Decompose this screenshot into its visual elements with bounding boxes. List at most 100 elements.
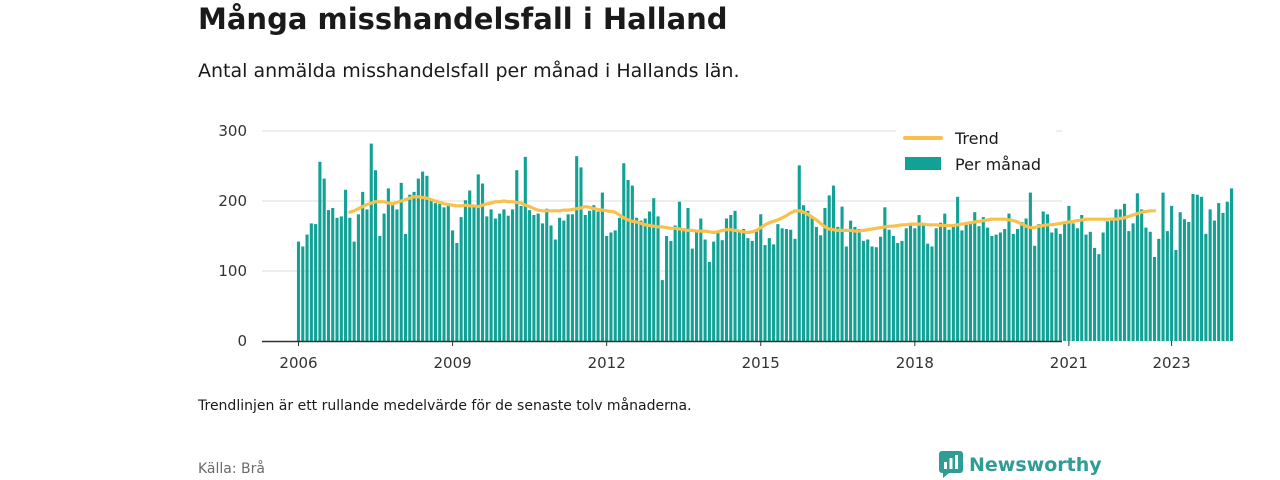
bar	[592, 205, 596, 341]
legend-bars-label: Per månad	[955, 155, 1041, 174]
bar	[742, 229, 746, 341]
bar	[446, 205, 450, 341]
bar	[844, 246, 848, 341]
bar	[442, 207, 446, 341]
bar	[1003, 229, 1007, 341]
bar	[493, 218, 497, 341]
bar	[408, 194, 412, 341]
bar	[1105, 221, 1109, 341]
bar	[519, 205, 523, 341]
bar	[1157, 238, 1161, 341]
x-tick-label: 2021	[1050, 354, 1088, 372]
bar	[1080, 215, 1084, 341]
bar	[707, 261, 711, 341]
bar	[827, 195, 831, 341]
bar	[566, 214, 570, 341]
bar	[665, 236, 669, 341]
bar	[1229, 188, 1234, 341]
bar	[558, 217, 562, 341]
bar	[1174, 250, 1178, 341]
brand-logo[interactable]: Newsworthy	[939, 451, 1102, 478]
bar	[964, 222, 968, 341]
bar	[339, 216, 343, 341]
bar	[498, 213, 502, 341]
brand-name: Newsworthy	[969, 453, 1102, 476]
x-tick-label: 2006	[279, 354, 317, 372]
bar	[622, 163, 626, 341]
bar	[532, 215, 536, 341]
bar	[502, 209, 506, 341]
bar	[831, 185, 836, 341]
bar	[1050, 232, 1054, 341]
bar	[1217, 203, 1221, 341]
bar	[451, 230, 455, 341]
bar	[1152, 257, 1157, 341]
bar	[763, 245, 767, 341]
bar	[583, 215, 587, 341]
bar	[1140, 209, 1144, 341]
bar	[913, 228, 917, 341]
bar	[767, 238, 771, 341]
bar	[515, 170, 519, 341]
bar	[904, 228, 908, 341]
bar	[968, 224, 973, 341]
bar	[639, 220, 643, 341]
newsworthy-logo-icon	[939, 451, 963, 478]
bar	[951, 226, 955, 341]
x-tick-label: 2009	[433, 354, 471, 372]
bar	[361, 191, 365, 341]
bar	[934, 228, 938, 341]
bar	[438, 203, 442, 341]
bar	[956, 196, 960, 341]
bar	[528, 210, 532, 341]
bar	[677, 201, 681, 341]
bar	[356, 214, 360, 341]
bar	[1067, 205, 1071, 341]
bar	[1114, 209, 1118, 341]
bar	[305, 234, 309, 341]
bar	[395, 209, 399, 341]
bar	[369, 143, 373, 341]
bar	[1122, 203, 1127, 341]
bar	[960, 230, 964, 341]
bar	[733, 210, 737, 341]
bar	[836, 226, 840, 341]
bar	[1058, 233, 1062, 341]
legend-bars-swatch	[905, 157, 941, 170]
bar	[891, 236, 895, 341]
bar	[947, 229, 951, 341]
y-tick-label: 300	[218, 122, 247, 140]
bar	[536, 213, 540, 341]
bar	[887, 229, 891, 341]
bar	[348, 217, 352, 341]
bar	[1170, 205, 1174, 341]
bar	[613, 230, 617, 341]
bar	[1075, 228, 1080, 341]
bar	[703, 239, 707, 341]
bar	[716, 230, 720, 341]
bar	[682, 228, 686, 341]
bar	[579, 167, 583, 341]
bar	[1063, 221, 1067, 341]
bar	[485, 216, 489, 341]
bar	[1088, 231, 1092, 341]
bar	[523, 156, 527, 341]
bar	[373, 170, 378, 341]
bar	[883, 207, 887, 341]
bar	[1110, 217, 1114, 341]
bar	[510, 209, 515, 341]
bar	[562, 220, 566, 341]
bar	[900, 240, 904, 341]
bar	[699, 218, 703, 341]
bar	[459, 217, 463, 341]
bar	[1015, 229, 1020, 341]
bar	[506, 215, 510, 341]
bar	[1212, 220, 1216, 341]
bar	[382, 213, 386, 341]
bar	[416, 178, 420, 341]
source-label: Källa: Brå	[198, 461, 265, 477]
bar	[754, 231, 759, 341]
bar	[908, 225, 913, 341]
trend-line	[348, 195, 1157, 235]
